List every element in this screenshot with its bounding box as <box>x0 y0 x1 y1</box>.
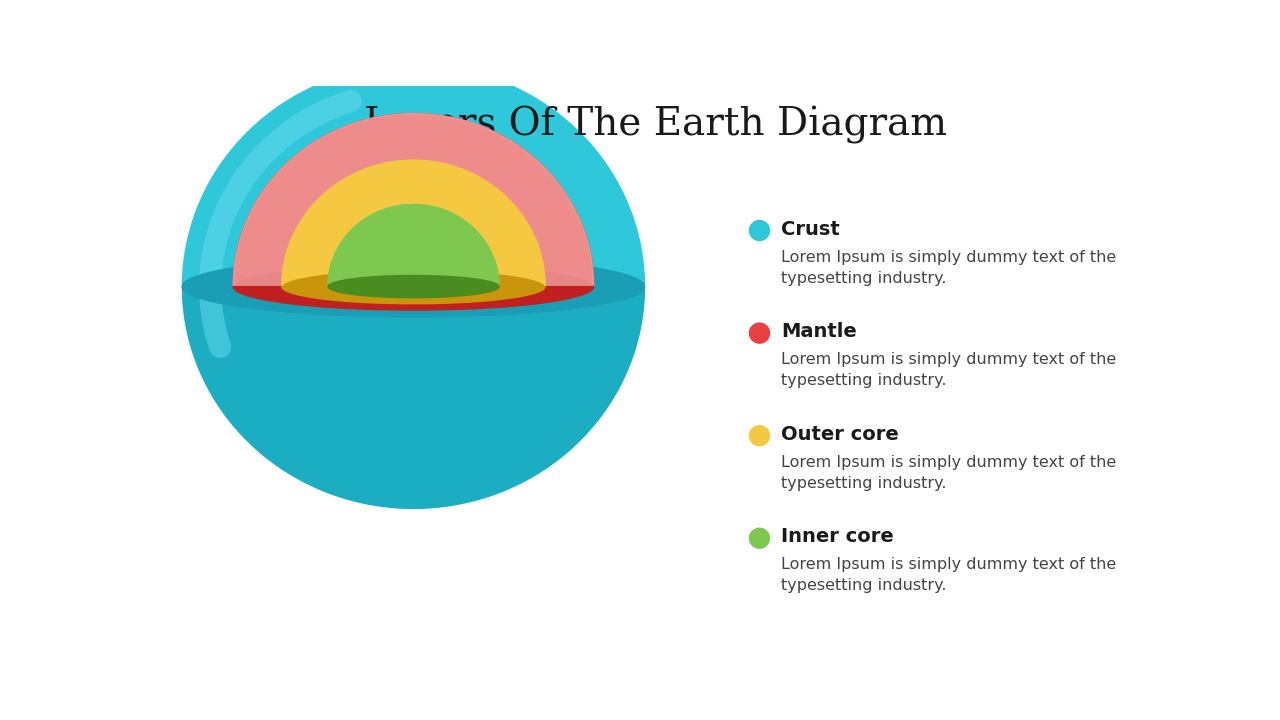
Polygon shape <box>233 114 594 287</box>
Circle shape <box>750 528 769 548</box>
Text: Lorem Ipsum is simply dummy text of the
typesetting industry.: Lorem Ipsum is simply dummy text of the … <box>781 557 1116 593</box>
Polygon shape <box>233 264 594 310</box>
Polygon shape <box>233 287 594 310</box>
Text: Crust: Crust <box>781 220 840 238</box>
Polygon shape <box>328 204 499 287</box>
Text: Lorem Ipsum is simply dummy text of the
typesetting industry.: Lorem Ipsum is simply dummy text of the … <box>781 455 1116 491</box>
Polygon shape <box>328 204 499 287</box>
Polygon shape <box>328 276 499 297</box>
Polygon shape <box>183 65 644 317</box>
Polygon shape <box>282 269 545 287</box>
Text: Inner core: Inner core <box>781 527 893 546</box>
Text: Outer core: Outer core <box>781 425 899 444</box>
Polygon shape <box>233 264 594 310</box>
Polygon shape <box>328 204 499 287</box>
Polygon shape <box>282 269 545 304</box>
Circle shape <box>750 323 769 343</box>
Polygon shape <box>233 264 594 287</box>
Circle shape <box>750 426 769 446</box>
Polygon shape <box>282 287 545 304</box>
Polygon shape <box>328 204 499 287</box>
Text: Lorem Ipsum is simply dummy text of the
typesetting industry.: Lorem Ipsum is simply dummy text of the … <box>781 250 1116 286</box>
Polygon shape <box>183 287 644 317</box>
Polygon shape <box>233 287 594 310</box>
Polygon shape <box>282 287 545 304</box>
Polygon shape <box>233 114 594 287</box>
Polygon shape <box>328 276 499 297</box>
Polygon shape <box>328 276 499 287</box>
Text: Lorem Ipsum is simply dummy text of the
typesetting industry.: Lorem Ipsum is simply dummy text of the … <box>781 352 1116 388</box>
Polygon shape <box>282 269 545 304</box>
Polygon shape <box>233 114 594 287</box>
Polygon shape <box>282 160 545 287</box>
Polygon shape <box>282 160 545 287</box>
Polygon shape <box>183 256 644 317</box>
Text: Mantle: Mantle <box>781 322 856 341</box>
Circle shape <box>750 220 769 240</box>
Polygon shape <box>183 256 644 508</box>
Text: Layers Of The Earth Diagram: Layers Of The Earth Diagram <box>365 106 947 144</box>
Polygon shape <box>328 276 499 297</box>
Polygon shape <box>282 160 545 287</box>
Polygon shape <box>233 114 594 287</box>
Polygon shape <box>183 287 644 317</box>
